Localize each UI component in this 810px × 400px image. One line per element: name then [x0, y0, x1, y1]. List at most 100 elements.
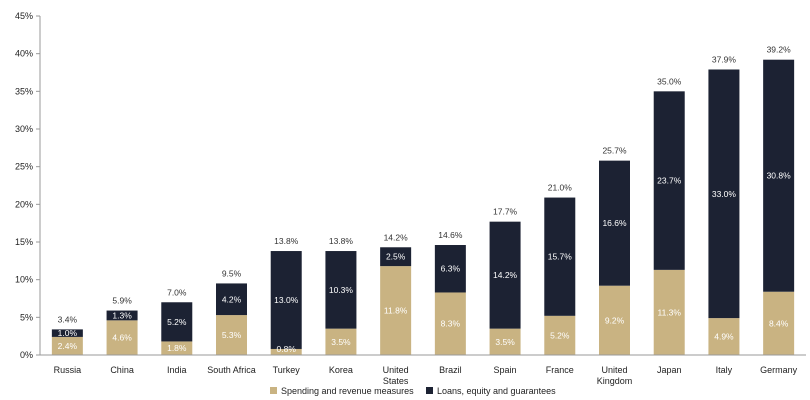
- bar-label-spending: 11.8%: [384, 306, 408, 316]
- bar-label-spending: 1.8%: [167, 343, 187, 353]
- bar-segment-loans: [161, 302, 193, 342]
- bar-segment-spending: [489, 328, 521, 355]
- bar-segment-spending: [216, 315, 247, 355]
- bar-label-spending: 5.2%: [550, 330, 570, 340]
- bar-label-spending: 2.4%: [58, 341, 78, 351]
- y-tick-label: 45%: [15, 11, 33, 21]
- bar-segment-loans: [599, 160, 630, 286]
- bar-label-loans: 5.2%: [167, 317, 187, 327]
- bar-label-spending: 4.9%: [714, 332, 734, 342]
- bar-segment-spending: [51, 336, 83, 355]
- legend-swatch-loans: [426, 387, 433, 394]
- x-category-label: Turkey: [273, 365, 301, 375]
- bar-segment-spending: [380, 266, 412, 355]
- bar-label-loans: 6.3%: [441, 264, 461, 274]
- bar-label-spending: 9.2%: [605, 315, 625, 325]
- bar-segment-loans: [380, 247, 412, 267]
- y-tick-label: 20%: [15, 199, 33, 209]
- bars: 2.4% 1.0% 3.4% 4.6% 1.3% 5.9% 1.8% 5.2% 7.0% 5.3%…: [51, 45, 795, 355]
- y-tick-label: 30%: [15, 124, 33, 134]
- x-category-label: Korea: [329, 365, 353, 375]
- bar-segment-spending: [544, 315, 576, 355]
- bar-label-spending: 4.6%: [112, 333, 132, 343]
- bar-label-loans: 14.2%: [493, 270, 518, 280]
- x-category-label: United Kingdom: [597, 365, 633, 386]
- bar-label-loans: 30.8%: [767, 171, 792, 181]
- bar-total-label: 39.2%: [767, 45, 792, 55]
- x-category-label: Spain: [494, 365, 517, 375]
- x-category-label: Russia: [54, 365, 82, 375]
- bar-segment-loans: [216, 283, 247, 316]
- bar-segment-spending: [325, 328, 357, 355]
- bar-segment-loans: [106, 310, 138, 321]
- legend-swatch-spending: [270, 387, 277, 394]
- bar-label-loans: 2.5%: [386, 252, 406, 262]
- x-category-label: France: [546, 365, 574, 375]
- y-tick-label: 15%: [15, 237, 33, 247]
- bar-segment-loans: [489, 221, 521, 329]
- bar-label-loans: 10.3%: [329, 285, 354, 295]
- y-tick-label: 40%: [15, 49, 33, 59]
- x-category-label-line: United: [383, 365, 409, 375]
- legend-label-spending: Spending and revenue measures: [281, 386, 414, 396]
- bar-segment-loans: [325, 251, 357, 329]
- bar-total-label: 5.9%: [112, 296, 132, 306]
- x-category-label-line: United: [601, 365, 627, 375]
- bar-segment-spending: [106, 320, 138, 355]
- x-category-label: Japan: [657, 365, 682, 375]
- bar-total-label: 37.9%: [712, 54, 737, 64]
- bar-label-loans: 23.7%: [657, 176, 682, 186]
- bar-segment-spending: [270, 348, 302, 355]
- x-axis: Russia China India South Africa Turkey Korea U…: [40, 354, 806, 386]
- bar-total-label: 13.8%: [274, 236, 299, 246]
- bar-segment-loans: [434, 245, 466, 293]
- bar-segment-loans: [270, 251, 302, 349]
- y-tick-label: 5%: [20, 312, 33, 322]
- y-tick-label: 10%: [15, 275, 33, 285]
- bar-total-label: 7.0%: [167, 287, 187, 297]
- x-category-label: Germany: [760, 365, 798, 375]
- legend-label-loans: Loans, equity and guarantees: [437, 386, 556, 396]
- bar-label-spending: 3.5%: [495, 337, 515, 347]
- bar-segment-loans: [544, 197, 576, 316]
- bar-total-label: 13.8%: [329, 236, 354, 246]
- bar-total-label: 3.4%: [58, 314, 78, 324]
- bar-label-loans: 16.6%: [602, 218, 627, 228]
- bar-label-loans: 1.0%: [58, 328, 78, 338]
- bar-segment-loans: [763, 59, 795, 292]
- x-category-label: South Africa: [207, 365, 256, 375]
- bar-segment-spending: [599, 285, 630, 355]
- bar-total-label: 21.0%: [548, 183, 573, 193]
- bar-total-label: 25.7%: [602, 146, 627, 156]
- bar-segment-spending: [161, 341, 193, 355]
- bar-label-loans: 33.0%: [712, 189, 737, 199]
- x-category-label: India: [167, 365, 187, 375]
- bar-segment-loans: [51, 329, 83, 337]
- y-tick-label: 35%: [15, 86, 33, 96]
- y-tick-label: 25%: [15, 162, 33, 172]
- bar-total-label: 35.0%: [657, 76, 682, 86]
- y-axis: 0% 5% 10% 15% 20% 25% 30% 35% 40% 45%: [15, 11, 41, 360]
- bar-label-spending: 3.5%: [331, 337, 351, 347]
- bar-label-loans: 4.2%: [222, 294, 242, 304]
- bar-segment-spending: [763, 291, 795, 355]
- bar-segment-spending: [708, 318, 740, 355]
- x-category-label-line: States: [383, 376, 409, 386]
- x-category-label-line: Kingdom: [597, 376, 633, 386]
- bar-label-loans: 1.3%: [112, 310, 132, 320]
- bar-label-spending: 0.8%: [277, 344, 297, 354]
- y-tick-label: 0%: [20, 350, 33, 360]
- bar-segment-loans: [653, 91, 685, 270]
- legend: Spending and revenue measures Loans, equi…: [270, 386, 556, 396]
- bar-label-spending: 8.3%: [441, 319, 461, 329]
- bar-label-spending: 5.3%: [222, 330, 242, 340]
- bar-total-label: 14.6%: [438, 230, 463, 240]
- bar-total-label: 9.5%: [222, 268, 242, 278]
- x-category-label: United States: [383, 365, 409, 386]
- bar-segment-spending: [434, 292, 466, 355]
- bar-label-spending: 8.4%: [769, 318, 789, 328]
- bar-total-label: 17.7%: [493, 207, 518, 217]
- bar-total-label: 14.2%: [384, 232, 409, 242]
- x-category-label: China: [110, 365, 134, 375]
